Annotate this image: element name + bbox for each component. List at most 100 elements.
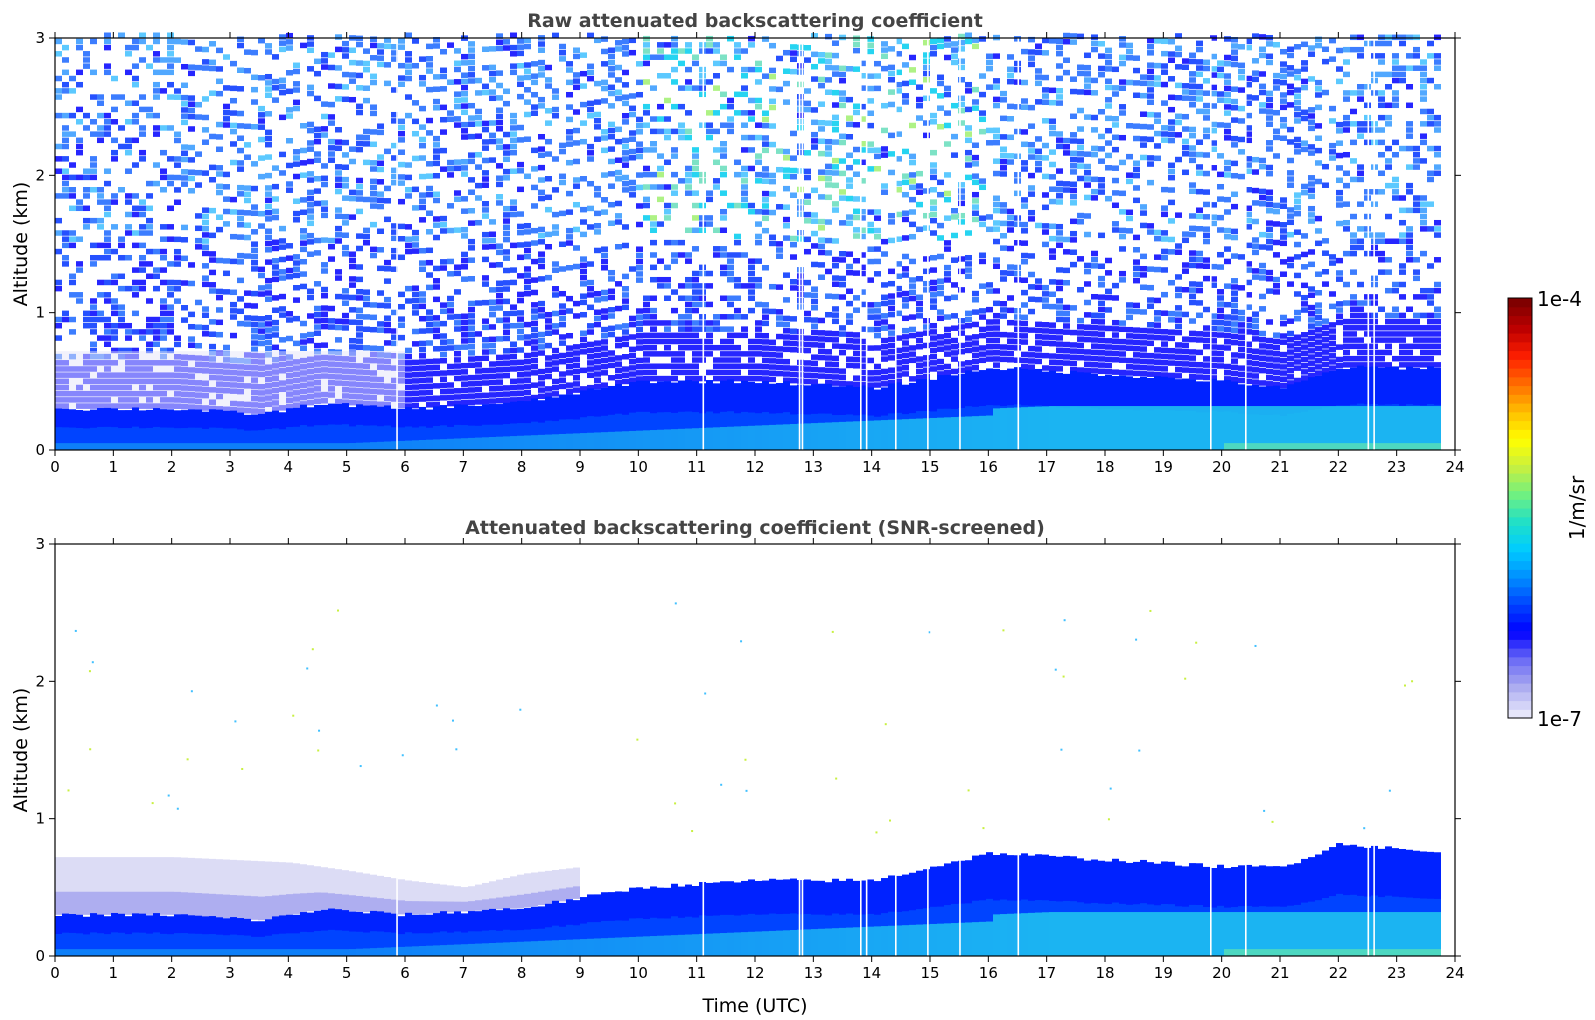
x-tick-label: 2 [167, 458, 177, 476]
colorbar-unit-label: 1/m/sr [1565, 475, 1589, 540]
colorbar-step [1508, 306, 1532, 317]
colorbar-step [1508, 464, 1532, 474]
data-gap-line [702, 544, 705, 956]
colorbar-step [1508, 446, 1532, 457]
panel-screened-frame [54, 543, 1456, 957]
colorbar-step [1508, 333, 1532, 343]
x-tick-label: 14 [862, 458, 881, 476]
colorbar-step [1508, 481, 1532, 492]
colorbar-step [1508, 665, 1532, 675]
x-tick-label: 12 [745, 458, 764, 476]
colorbar-step [1508, 691, 1532, 702]
x-tick-label: 19 [1154, 458, 1173, 476]
x-tick-label: 23 [1387, 458, 1406, 476]
y-tick-label: 1 [35, 810, 45, 828]
data-gap-line [1017, 544, 1020, 956]
data-gap-line [1245, 544, 1247, 956]
x-tick-label: 21 [1270, 458, 1289, 476]
y-tick-label: 0 [35, 441, 45, 459]
colorbar-step [1508, 569, 1532, 579]
colorbar-step [1508, 613, 1532, 623]
data-gap-line [798, 544, 801, 956]
x-tick-label: 11 [687, 964, 706, 982]
x-tick-label: 18 [1095, 964, 1114, 982]
colorbar-step [1508, 499, 1532, 509]
x-tick-label: 16 [979, 458, 998, 476]
colorbar-step [1508, 368, 1532, 378]
data-gap-line [895, 544, 897, 956]
colorbar-step [1508, 350, 1532, 360]
colorbar-step [1508, 298, 1532, 308]
colorbar-step [1508, 525, 1532, 535]
data-gap-line [860, 38, 862, 450]
haze-region [55, 857, 580, 921]
data-gap-line [860, 544, 862, 956]
panel-screened-xlabel: Time (UTC) [701, 995, 807, 1017]
colorbar-step [1508, 586, 1532, 597]
colorbar-step [1508, 385, 1532, 395]
data-gap-line [1210, 544, 1212, 956]
x-tick-label: 24 [1445, 458, 1464, 476]
data-gap-line [1017, 38, 1020, 450]
data-gaps [396, 38, 1375, 450]
x-tick-label: 21 [1270, 964, 1289, 982]
x-tick-label: 14 [862, 964, 881, 982]
x-tick-label: 13 [804, 458, 823, 476]
x-tick-label: 8 [517, 458, 527, 476]
colorbar-step [1508, 490, 1532, 500]
colorbar: 1e-4 1e-7 1/m/sr [1507, 287, 1589, 731]
data-gap-line [1373, 544, 1375, 956]
colorbar-step [1508, 429, 1532, 439]
x-tick-label: 4 [284, 458, 294, 476]
colorbar-step [1508, 595, 1532, 605]
x-tick-label: 6 [400, 964, 410, 982]
data-gap-line [927, 38, 929, 450]
panel-screened: Attenuated backscattering coefficient (S… [10, 517, 1465, 1017]
x-tick-label: 15 [920, 458, 939, 476]
y-tick-label: 2 [35, 672, 45, 690]
data-gaps [396, 544, 1375, 956]
x-tick-label: 22 [1329, 458, 1348, 476]
x-tick-label: 17 [1037, 458, 1056, 476]
x-tick-label: 23 [1387, 964, 1406, 982]
data-gap-line [396, 38, 398, 450]
panel-raw-frame [54, 37, 1456, 451]
x-tick-label: 5 [342, 458, 352, 476]
colorbar-step [1508, 648, 1532, 658]
colorbar-step [1508, 621, 1532, 632]
data-gap-line [801, 38, 804, 450]
x-tick-label: 0 [50, 964, 60, 982]
y-tick-label: 3 [35, 29, 45, 47]
x-tick-label: 20 [1212, 458, 1231, 476]
y-tick-label: 2 [35, 166, 45, 184]
colorbar-step [1508, 578, 1532, 588]
x-tick-label: 20 [1212, 964, 1231, 982]
panel-raw-ylabel: Altitude (km) [10, 182, 32, 307]
colorbar-step [1508, 560, 1532, 570]
colorbar-frame [1507, 297, 1533, 719]
x-tick-label: 11 [687, 458, 706, 476]
x-tick-label: 18 [1095, 458, 1114, 476]
colorbar-step [1508, 516, 1532, 527]
data-gap-line [959, 544, 961, 956]
data-gap-line [1373, 38, 1375, 450]
colorbar-step [1508, 403, 1532, 413]
panel-raw-data-layer [55, 32, 1441, 450]
x-tick-label: 10 [629, 964, 648, 982]
x-tick-label: 9 [575, 458, 585, 476]
x-tick-label: 1 [109, 458, 119, 476]
colorbar-step [1508, 324, 1532, 334]
x-tick-label: 17 [1037, 964, 1056, 982]
data-gap-line [1367, 544, 1370, 956]
x-tick-label: 16 [979, 964, 998, 982]
data-gap-line [396, 544, 398, 956]
x-tick-label: 10 [629, 458, 648, 476]
colorbar-step [1508, 683, 1532, 693]
colorbar-step [1508, 473, 1532, 483]
data-gap-line [702, 38, 705, 450]
colorbar-step [1508, 359, 1532, 369]
colorbar-step [1508, 543, 1532, 553]
colorbar-step [1508, 315, 1532, 325]
data-gap-line [1210, 38, 1212, 450]
panel-screened-data-layer [55, 544, 1441, 956]
